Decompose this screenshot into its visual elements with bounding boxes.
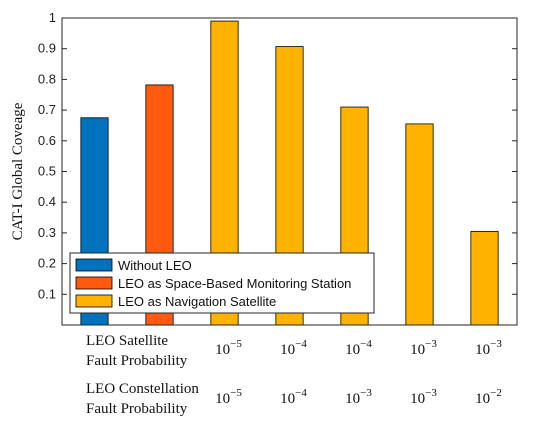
satellite-fault-label-6: 10−3: [410, 338, 437, 358]
legend-swatch-1: [75, 258, 113, 272]
legend-box: [69, 252, 375, 314]
y-tick-label: 0.5: [38, 164, 56, 179]
y-tick-label: 0.4: [38, 194, 56, 209]
constellation-fault-label-7: 10−2: [475, 387, 502, 407]
y-tick-label: 0.1: [38, 286, 56, 301]
y-tick-label: 1: [49, 10, 56, 25]
y-axis-ticks: 0.1 0.2 0.3 0.4 0.5 0.6 0.7 0.8 0.9 1: [38, 10, 517, 301]
bar-7: [470, 230, 499, 326]
row-label-constellation-line2: Fault Probability: [86, 401, 188, 417]
satellite-fault-label-5: 10−4: [345, 338, 372, 358]
constellation-fault-label-6: 10−3: [410, 387, 437, 407]
y-tick-label: 0.2: [38, 256, 56, 271]
row-label-constellation-line1: LEO Constellation: [86, 381, 199, 397]
y-tick-label: 0.3: [38, 225, 56, 240]
legend-swatch-3: [75, 294, 113, 308]
y-tick-label: 0.7: [38, 102, 56, 117]
constellation-fault-label-3: 10−5: [215, 387, 242, 407]
legend-entry-2: LEO as Space-Based Monitoring Station: [118, 276, 351, 291]
row-label-satellite-line2: Fault Probability: [86, 353, 188, 369]
legend-swatch-2: [75, 276, 113, 290]
satellite-fault-label-3: 10−5: [215, 338, 242, 358]
constellation-fault-label-4: 10−4: [280, 387, 307, 407]
row-label-satellite-line1: LEO Satellite: [86, 333, 168, 349]
constellation-fault-label-5: 10−3: [345, 387, 372, 407]
legend-entry-1: Without LEO: [118, 258, 192, 273]
legend: Without LEO LEO as Space-Based Monitoring…: [69, 252, 375, 314]
satellite-fault-label-7: 10−3: [475, 338, 502, 358]
category-rows: LEO Satellite Fault Probability LEO Cons…: [86, 333, 502, 417]
y-tick-label: 0.6: [38, 133, 56, 148]
satellite-fault-label-4: 10−4: [280, 338, 307, 358]
y-tick-label: 0.8: [38, 71, 56, 86]
legend-entry-3: LEO as Navigation Satellite: [118, 294, 276, 309]
y-tick-label: 0.9: [38, 41, 56, 56]
y-axis-label: CAT-I Global Coveage: [10, 102, 26, 240]
bar-6: [405, 123, 434, 326]
